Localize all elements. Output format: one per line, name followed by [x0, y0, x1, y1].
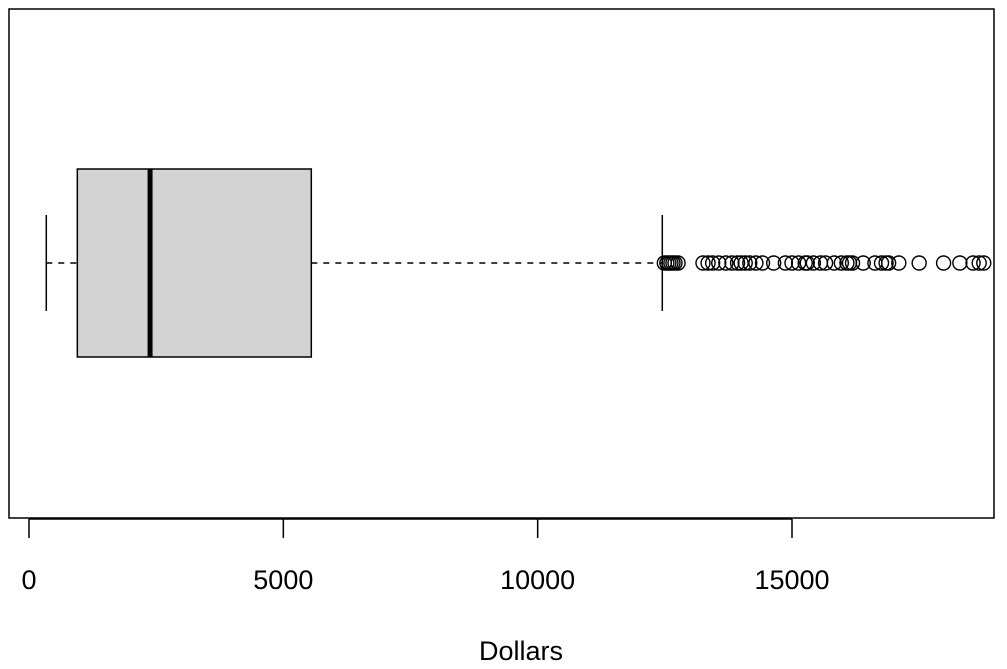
outlier-point	[935, 255, 952, 271]
outlier-point	[711, 255, 727, 271]
outlier-point	[695, 255, 711, 271]
x-tick-label: 0	[21, 565, 36, 595]
outlier-point	[724, 255, 740, 271]
outlier-point	[952, 255, 968, 271]
outlier-point	[805, 255, 822, 271]
outlier-point	[971, 255, 987, 271]
outlier-point	[880, 255, 897, 271]
outlier-point	[833, 255, 850, 271]
outlier-point	[976, 255, 992, 271]
plot-frame	[8, 8, 995, 519]
outlier-point	[748, 255, 764, 271]
box-iqr	[76, 168, 313, 358]
outlier-point	[742, 255, 758, 271]
outlier-point	[911, 255, 927, 271]
box-group	[45, 168, 664, 358]
outlier-point	[718, 255, 734, 271]
outlier-point	[700, 255, 716, 271]
outlier-point	[799, 255, 815, 271]
outlier-point	[754, 255, 771, 271]
outlier-point	[733, 255, 749, 271]
outlier-point	[873, 255, 890, 271]
outlier-point	[670, 255, 686, 271]
outlier-group	[656, 255, 992, 271]
outlier-point	[729, 255, 746, 271]
outlier-point	[784, 255, 800, 271]
x-tick-label: 10000	[500, 565, 575, 595]
outlier-point	[777, 255, 794, 271]
x-tick-label: 15000	[754, 565, 829, 595]
outlier-point	[844, 255, 861, 271]
outlier-point	[790, 255, 807, 271]
outlier-point	[737, 255, 753, 271]
x-tick-label: 5000	[253, 565, 313, 595]
x-axis: 0 5000 10000 15000	[21, 518, 830, 595]
outlier-point	[826, 255, 842, 271]
outlier-point	[891, 255, 907, 271]
outlier-point	[855, 255, 871, 271]
outlier-point	[704, 255, 721, 271]
x-axis-label: Dollars	[479, 636, 563, 666]
outlier-point	[965, 255, 981, 271]
outlier-point	[817, 255, 834, 271]
outlier-point	[765, 255, 782, 271]
